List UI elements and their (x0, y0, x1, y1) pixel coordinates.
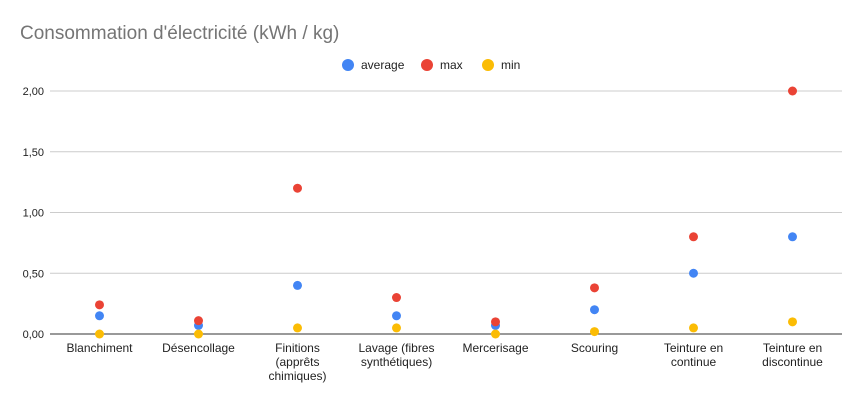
gridlines (50, 90, 842, 335)
x-tick-label: Désencollage (162, 341, 235, 355)
point-max (491, 317, 500, 327)
x-tick-label: Blanchiment (66, 341, 133, 355)
point-max (194, 316, 203, 326)
legend-item-max[interactable]: max (421, 58, 463, 72)
y-tick-label: 1,50 (23, 147, 44, 159)
point-average (689, 268, 698, 278)
point-average (95, 311, 104, 321)
point-min (590, 327, 599, 337)
point-min (194, 329, 203, 339)
y-tick-label: 2,00 (23, 86, 44, 98)
point-max (689, 232, 698, 242)
legend-label: min (501, 58, 520, 72)
y-tick-label: 0,50 (23, 268, 44, 280)
legend-item-average[interactable]: average (342, 58, 405, 72)
point-max (293, 183, 302, 193)
point-min (491, 329, 500, 339)
legend-label: average (361, 58, 405, 72)
point-max (95, 300, 104, 310)
legend-marker (342, 59, 354, 71)
chart-title: Consommation d'électricité (kWh / kg) (20, 23, 339, 44)
point-min (788, 317, 797, 327)
point-average (392, 311, 401, 321)
legend-label: max (440, 58, 463, 72)
point-min (95, 329, 104, 339)
y-tick-label: 1,00 (23, 208, 44, 220)
y-axis-ticks: 0,00 0,50 1,00 1,50 2,00 (23, 86, 44, 341)
point-max (392, 293, 401, 303)
x-tick-label: Scouring (571, 341, 618, 355)
x-tick-label: Teinture en discontinue (762, 341, 823, 369)
x-tick-label: Lavage (fibres synthétiques) (358, 341, 434, 369)
x-tick-label: Teinture en continue (664, 341, 723, 369)
point-max (590, 283, 599, 293)
data-points (95, 86, 797, 339)
y-tick-label: 0,00 (23, 329, 44, 341)
point-average (293, 280, 302, 290)
legend[interactable]: average max min (342, 58, 520, 72)
point-max (788, 86, 797, 96)
legend-item-min[interactable]: min (482, 58, 520, 72)
x-tick-label: Mercerisage (462, 341, 528, 355)
point-min (689, 323, 698, 333)
x-axis-labels: Blanchiment Désencollage Finitions (apprêts… (66, 341, 823, 383)
point-min (293, 323, 302, 333)
x-tick-label: Finitions (apprêts chimiques) (268, 341, 326, 383)
point-average (590, 305, 599, 315)
point-average (788, 232, 797, 242)
legend-marker (482, 59, 494, 71)
point-min (392, 323, 401, 333)
legend-marker (421, 59, 433, 71)
